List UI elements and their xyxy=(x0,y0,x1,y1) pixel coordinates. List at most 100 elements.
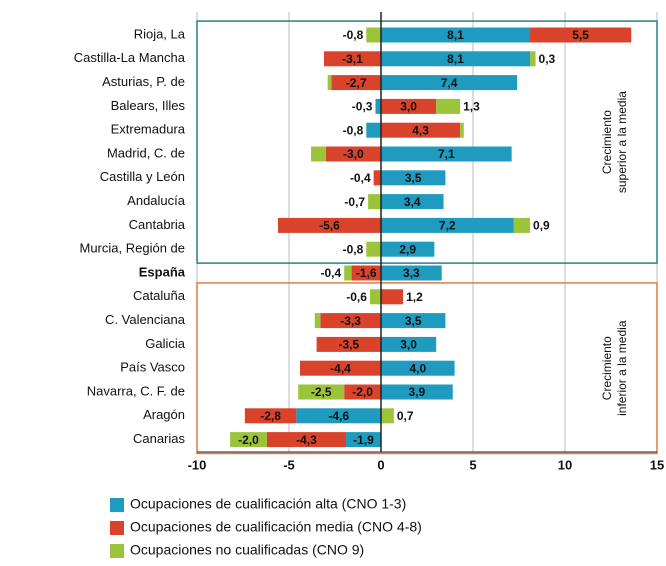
value-label: 3,0 xyxy=(400,100,417,114)
value-label: 2,9 xyxy=(399,242,416,256)
value-label: -0,4 xyxy=(321,266,342,280)
x-tick-label: 15 xyxy=(650,457,664,472)
value-label: 8,1 xyxy=(447,28,464,42)
legend-label: Ocupaciones no cualificadas (CNO 9) xyxy=(130,542,364,558)
y-tick-label: Murcia, Región de xyxy=(80,241,186,256)
y-tick-label: Galicia xyxy=(145,336,186,351)
bar xyxy=(381,384,453,400)
bar xyxy=(513,217,531,233)
bar xyxy=(381,98,437,114)
bar xyxy=(344,384,381,400)
value-label: 7,1 xyxy=(438,147,455,161)
group-label: Crecimientosuperior a la media xyxy=(600,91,629,193)
group-label-line: Crecimiento xyxy=(600,110,614,174)
bar xyxy=(381,313,446,329)
value-label: 0,7 xyxy=(397,409,414,423)
y-tick-label: Navarra, C. F. de xyxy=(87,383,185,398)
legend-swatch xyxy=(110,498,124,512)
value-label: 7,4 xyxy=(441,76,458,90)
value-label: 3,0 xyxy=(400,338,417,352)
bar xyxy=(320,313,381,329)
y-tick-label: Cantabria xyxy=(129,217,186,232)
bar xyxy=(346,432,381,448)
value-label: 3,5 xyxy=(405,171,422,185)
y-tick-label: País Vasco xyxy=(120,360,185,375)
group-label-line: superior a la media xyxy=(615,91,629,193)
value-label: 4,0 xyxy=(409,361,426,375)
value-label: -1,9 xyxy=(353,433,374,447)
value-label: -2,0 xyxy=(352,385,373,399)
bar xyxy=(381,336,437,352)
group-label-line: inferior a la media xyxy=(615,320,629,416)
value-label: 1,2 xyxy=(406,290,423,304)
y-tick-label: Extremadura xyxy=(111,122,186,137)
x-tick-label: 0 xyxy=(377,457,384,472)
bar xyxy=(381,217,514,233)
value-label: -0,8 xyxy=(343,123,364,137)
value-label: -3,5 xyxy=(338,338,359,352)
y-tick-label: Madrid, C. de xyxy=(107,145,185,160)
bar xyxy=(298,384,345,400)
value-label: 3,5 xyxy=(405,314,422,328)
legend-swatch xyxy=(110,544,124,558)
group-box xyxy=(196,20,658,264)
value-label: 7,2 xyxy=(439,219,456,233)
bar xyxy=(381,289,404,305)
bar xyxy=(530,27,632,43)
bar xyxy=(266,432,347,448)
y-tick-label: Cataluña xyxy=(133,288,186,303)
bar xyxy=(381,146,512,162)
x-tick-label: -5 xyxy=(283,457,295,472)
bar xyxy=(381,170,446,186)
value-label: -4,4 xyxy=(330,361,351,375)
value-label: -0,7 xyxy=(344,195,365,209)
bar xyxy=(366,27,381,43)
y-tick-label: C. Valenciana xyxy=(105,312,186,327)
bar xyxy=(316,336,381,352)
bar xyxy=(230,432,267,448)
bar xyxy=(325,146,381,162)
bar xyxy=(351,265,381,281)
value-label: -0,8 xyxy=(343,242,364,256)
bar xyxy=(381,360,455,376)
bar xyxy=(373,170,381,186)
bar xyxy=(327,75,332,91)
bar xyxy=(369,289,381,305)
bar xyxy=(344,265,352,281)
value-label: -1,6 xyxy=(356,266,377,280)
value-label: -5,6 xyxy=(319,219,340,233)
group-label: Crecimientoinferior a la media xyxy=(600,320,629,416)
value-label: 5,5 xyxy=(572,28,589,42)
y-tick-label: Rioja, La xyxy=(134,26,186,41)
bar xyxy=(530,51,536,67)
bar xyxy=(381,51,531,67)
bar xyxy=(331,75,381,91)
bar xyxy=(323,51,381,67)
y-tick-label: Castilla-La Mancha xyxy=(74,50,186,65)
y-tick-label: Castilla y León xyxy=(100,169,185,184)
bar xyxy=(381,408,394,424)
group-label-line: Crecimiento xyxy=(600,336,614,400)
y-tick-label: Aragón xyxy=(143,407,185,422)
value-label: -2,0 xyxy=(238,433,259,447)
value-label: -0,4 xyxy=(350,171,371,185)
value-label: -0,3 xyxy=(352,100,373,114)
value-label: -3,3 xyxy=(340,314,361,328)
value-label: -3,0 xyxy=(343,147,364,161)
y-tick-label: España xyxy=(139,264,186,279)
value-label: -0,6 xyxy=(346,290,367,304)
bar xyxy=(244,408,297,424)
value-label: 1,3 xyxy=(463,100,480,114)
value-label: 4,3 xyxy=(412,123,429,137)
bar xyxy=(296,408,381,424)
value-label: 0,9 xyxy=(533,219,550,233)
value-label: 3,4 xyxy=(404,195,421,209)
bar xyxy=(460,122,464,138)
bar xyxy=(375,98,381,114)
legend-label: Ocupaciones de cualificación alta (CNO 1… xyxy=(130,496,406,512)
bar xyxy=(381,122,461,138)
y-tick-label: Andalucía xyxy=(127,193,186,208)
bar xyxy=(381,241,435,257)
bar xyxy=(436,98,461,114)
